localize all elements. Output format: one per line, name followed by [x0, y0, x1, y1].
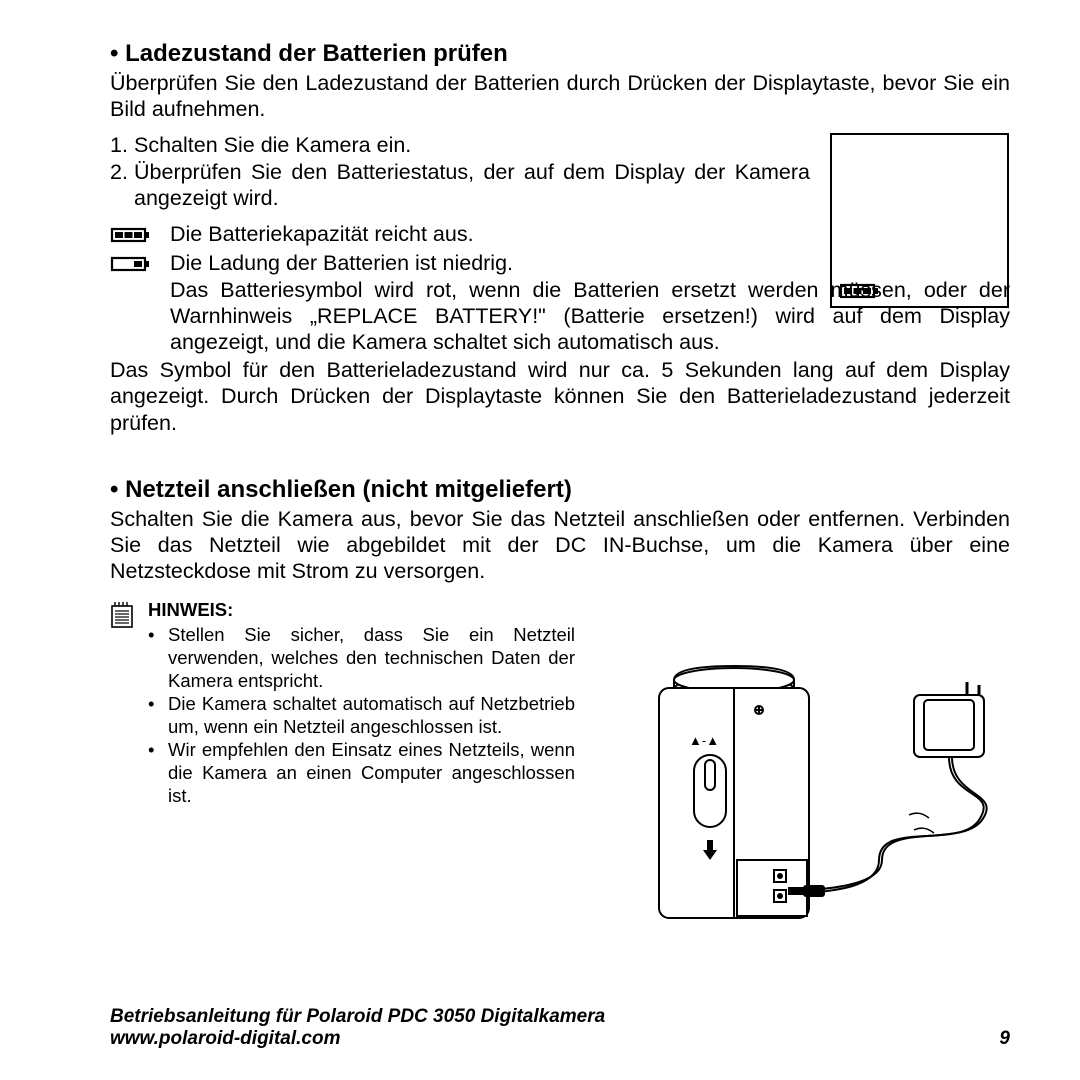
note-list: • Stellen Sie sicher, dass Sie ein Netzt… [148, 623, 575, 808]
footer-title: Betriebsanleitung für Polaroid PDC 3050 … [110, 1006, 605, 1028]
step-number: 1. [110, 132, 134, 158]
step-number: 2. [110, 159, 134, 185]
note-item: • Wir empfehlen den Einsatz eines Netzte… [148, 738, 575, 807]
battery-low-icon [110, 255, 152, 273]
step-text: Überprüfen Sie den Batteriestatus, der a… [134, 159, 810, 211]
section2-intro: Schalten Sie die Kamera aus, bevor Sie d… [110, 506, 1010, 585]
battery-full-icon [840, 282, 880, 300]
bullet-icon: • [110, 40, 118, 67]
note-heading: HINWEIS: [148, 599, 575, 621]
section1-intro: Überprüfen Sie den Ladezustand der Batte… [110, 70, 1010, 122]
bullet-icon: • [148, 738, 168, 761]
battery-full-icon [110, 226, 152, 244]
note-item: • Die Kamera schaltet automatisch auf Ne… [148, 692, 575, 738]
note-text: Die Kamera schaltet automatisch auf Netz… [168, 692, 575, 738]
step-1: 1. Schalten Sie die Kamera ein. [110, 132, 810, 158]
section1-steps: 1. Schalten Sie die Kamera ein. 2. Überp… [110, 132, 810, 211]
footer-url: www.polaroid-digital.com [110, 1028, 605, 1050]
page-footer: Betriebsanleitung für Polaroid PDC 3050 … [110, 1006, 1010, 1050]
bullet-icon: • [110, 476, 118, 503]
step-2: 2. Überprüfen Sie den Batteriestatus, de… [110, 159, 810, 211]
note-text: Wir empfehlen den Einsatz eines Netzteil… [168, 738, 575, 807]
camera-adapter-illustration: ▲-▲ [619, 660, 1014, 940]
bullet-icon: • [148, 692, 168, 715]
section2-title: • Netzteil anschließen (nicht mitgeliefe… [110, 476, 1010, 504]
display-illustration [830, 133, 1009, 308]
bullet-icon: • [148, 623, 168, 646]
svg-text:▲-▲: ▲-▲ [689, 733, 719, 748]
notepad-icon [110, 601, 134, 629]
note-text: Stellen Sie sicher, dass Sie ein Netztei… [168, 623, 575, 692]
section1-title: • Ladezustand der Batterien prüfen [110, 40, 1010, 68]
page-number: 9 [999, 1028, 1010, 1050]
battery-symbol-note: Das Symbol für den Batterieladezustand w… [110, 357, 1010, 436]
note-block: HINWEIS: • Stellen Sie sicher, dass Sie … [110, 599, 575, 808]
section1-title-text: Ladezustand der Batterien prüfen [125, 40, 508, 67]
section2-title-text: Netzteil anschließen (nicht mitgeliefert… [125, 476, 572, 503]
step-text: Schalten Sie die Kamera ein. [134, 132, 810, 158]
note-item: • Stellen Sie sicher, dass Sie ein Netzt… [148, 623, 575, 692]
